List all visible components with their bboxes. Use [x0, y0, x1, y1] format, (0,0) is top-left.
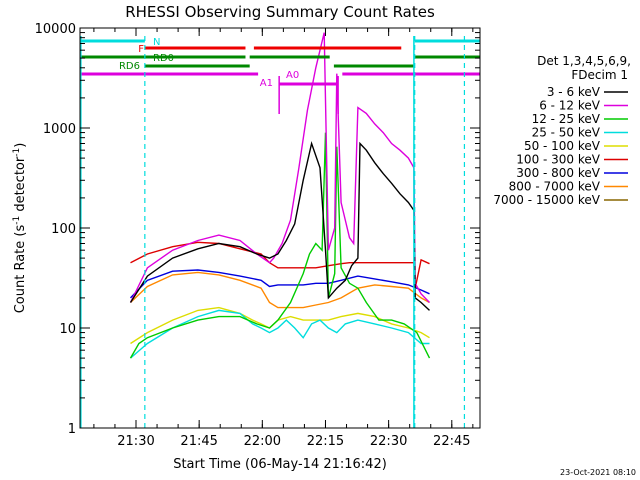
legend-label: 7000 - 15000 keV	[493, 193, 600, 207]
y-tick-label: 100	[51, 222, 76, 237]
legend-label: 12 - 25 keV	[532, 112, 601, 126]
x-axis-label: Start Time (06-May-14 21:16:42)	[173, 457, 387, 472]
attenuator-state-bars: NF RD0 RD6 A0 A1	[80, 37, 480, 114]
state-label-rd6: RD6	[119, 61, 140, 72]
legend-label: 6 - 12 keV	[539, 99, 601, 113]
time-markers	[80, 36, 466, 428]
y-tick-label: 1	[68, 422, 76, 437]
legend-label: 100 - 300 keV	[516, 153, 600, 167]
series-line-100-300-kev	[130, 241, 430, 289]
state-label-rd0: RD0	[153, 53, 174, 64]
series-layer	[129, 32, 431, 359]
legend-header-line-2: FDecim 1	[571, 68, 628, 82]
state-label-f: F	[138, 44, 144, 55]
x-tick-label: 22:45	[433, 434, 470, 449]
series-line-3-6-kev	[129, 140, 430, 311]
legend-label: 50 - 100 keV	[524, 139, 601, 153]
series-line-50-100-kev	[130, 306, 430, 345]
y-tick-label: 1000	[43, 122, 76, 137]
legend-label: 25 - 50 keV	[532, 126, 601, 140]
x-tick-label: 22:00	[244, 434, 281, 449]
x-axis: 21:30 21:45 22:00 22:15 22:30 22:45	[93, 28, 474, 449]
x-tick-label: 22:30	[370, 434, 407, 449]
chart-title: RHESSI Observing Summary Count Rates	[125, 3, 435, 21]
y-tick-label: 10000	[35, 22, 76, 37]
y-tick-label: 10	[59, 322, 76, 337]
legend-header-line-1: Det 1,3,4,5,6,9,	[537, 54, 631, 68]
generation-timestamp: 23-Oct-2021 08:10	[560, 468, 636, 477]
x-tick-label: 21:30	[117, 434, 154, 449]
state-label-a0: A0	[286, 70, 299, 81]
series-line-800-7000-kev	[130, 271, 430, 309]
series-line-300-800-kev	[129, 269, 430, 299]
legend-label: 300 - 800 keV	[516, 166, 600, 180]
plot-area: NF RD0 RD6 A0 A1	[80, 32, 480, 428]
series-line-25-50-kev	[130, 309, 430, 359]
series-line-12-25-kev	[129, 132, 431, 359]
series-line-6-12-kev	[129, 32, 431, 303]
x-tick-label: 22:15	[307, 434, 344, 449]
y-axis-label: Count Rate (s-1 detector-1)	[12, 143, 28, 314]
state-label-n: N	[153, 37, 160, 48]
y-axis: 1 10 100 1000 10000	[35, 22, 480, 437]
legend-label: 800 - 7000 keV	[509, 180, 601, 194]
legend-label: 3 - 6 keV	[547, 85, 601, 99]
x-tick-label: 21:45	[180, 434, 217, 449]
state-label-a1: A1	[260, 78, 273, 89]
